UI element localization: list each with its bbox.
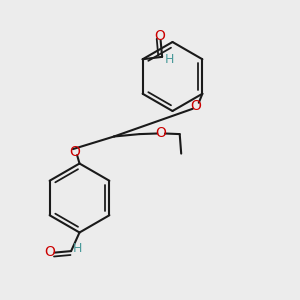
- Text: H: H: [165, 53, 174, 66]
- Text: O: O: [156, 127, 167, 140]
- Text: H: H: [73, 242, 82, 255]
- Text: O: O: [44, 245, 55, 259]
- Text: O: O: [190, 99, 201, 113]
- Text: O: O: [154, 28, 165, 43]
- Text: O: O: [70, 145, 80, 159]
